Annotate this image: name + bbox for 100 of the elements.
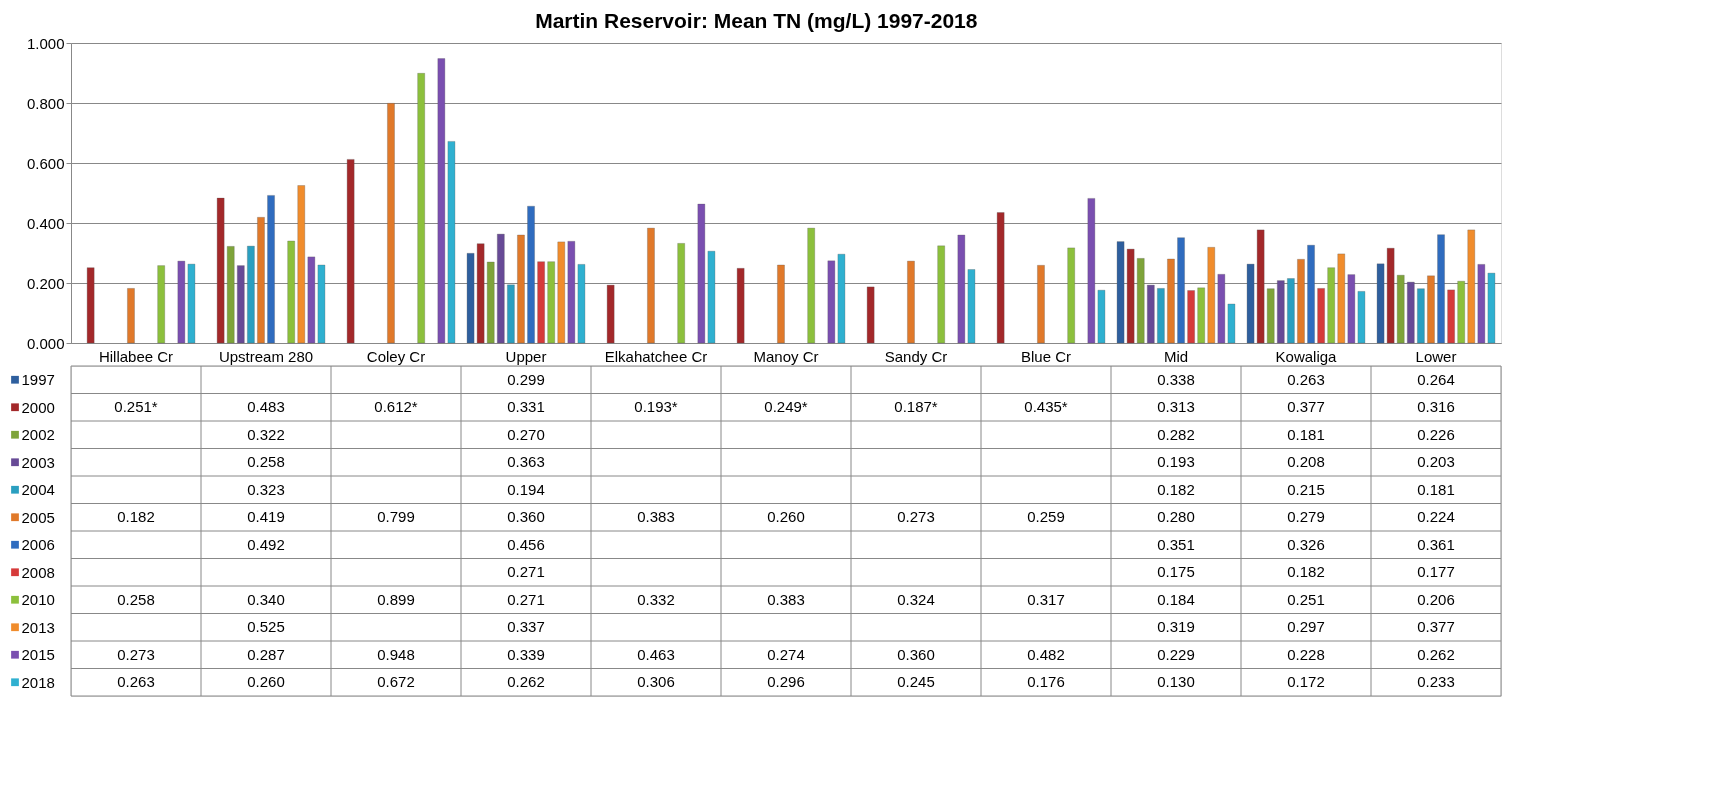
legend-label: 2005 (21, 508, 55, 526)
bar (1327, 267, 1335, 344)
data-label: 0.182 (1157, 480, 1195, 498)
bar (1307, 245, 1315, 344)
data-label: 0.260 (767, 508, 805, 526)
data-label: 0.175 (1157, 563, 1195, 581)
bar (227, 246, 235, 344)
bar (677, 243, 685, 344)
bar (487, 261, 495, 344)
data-label: 0.194 (507, 480, 545, 498)
data-label: 0.672 (377, 673, 415, 691)
data-label: 0.339 (507, 645, 545, 663)
data-label: 0.287 (247, 645, 285, 663)
data-label: 0.351 (1157, 535, 1195, 553)
data-label: 0.323 (247, 480, 285, 498)
bar (937, 245, 945, 344)
data-label: 0.193* (634, 398, 678, 416)
bar (1467, 229, 1475, 344)
bar (807, 227, 815, 344)
bar (1157, 288, 1165, 344)
data-label: 0.324 (897, 590, 935, 608)
bar (1297, 259, 1305, 344)
bar (557, 241, 565, 344)
data-label: 0.296 (767, 673, 805, 691)
x-tick-label: Lower (1415, 347, 1457, 365)
data-label: 0.273 (897, 508, 935, 526)
data-label: 0.273 (117, 645, 155, 663)
data-label: 0.326 (1287, 535, 1325, 553)
legend-label: 2000 (21, 398, 55, 416)
legend-label: 2006 (21, 536, 55, 554)
data-label: 0.262 (507, 673, 545, 691)
y-tick-label: 0.400 (26, 214, 65, 232)
data-label: 0.483 (247, 398, 285, 416)
bar (1417, 288, 1425, 344)
bar (387, 103, 395, 344)
bar (1427, 275, 1435, 344)
data-label: 0.799 (377, 508, 415, 526)
bar (157, 265, 165, 344)
bar (237, 265, 245, 344)
data-label: 0.316 (1417, 398, 1455, 416)
bar (1407, 281, 1415, 344)
data-label: 0.948 (377, 645, 415, 663)
data-label: 0.331 (507, 398, 545, 416)
legend-label: 2013 (21, 618, 55, 636)
bar (507, 284, 515, 344)
bar (1267, 288, 1275, 344)
data-label: 0.263 (1287, 370, 1325, 388)
data-label: 0.271 (507, 590, 545, 608)
data-label: 0.224 (1417, 508, 1455, 526)
data-label: 0.377 (1287, 398, 1325, 416)
bar (1177, 237, 1185, 344)
x-tick-label: Upper (505, 347, 547, 365)
data-label: 0.182 (117, 508, 155, 526)
bar (1067, 247, 1075, 344)
data-label: 0.612* (374, 398, 418, 416)
bar (736, 268, 745, 344)
data-label: 0.899 (377, 590, 415, 608)
bar (1337, 253, 1345, 344)
legend-label: 2015 (21, 646, 55, 664)
data-label: 0.176 (1027, 673, 1065, 691)
bar (1457, 281, 1465, 344)
bar (547, 261, 555, 344)
legend-label: 2004 (21, 481, 55, 499)
data-label: 0.377 (1417, 618, 1455, 636)
bar (1197, 287, 1205, 344)
data-label: 0.383 (637, 508, 675, 526)
bar (777, 264, 785, 344)
data-label: 0.245 (897, 673, 935, 691)
bar (497, 233, 505, 344)
y-tick-label: 0.000 (26, 334, 65, 352)
data-label: 0.492 (247, 535, 285, 553)
bar (1447, 289, 1455, 344)
data-label: 0.340 (247, 590, 285, 608)
x-tick-label: Kowaliga (1275, 347, 1338, 365)
data-label: 0.262 (1417, 645, 1455, 663)
bar (1137, 258, 1145, 344)
data-label: 0.279 (1287, 508, 1325, 526)
bar (527, 206, 535, 344)
data-label: 0.181 (1417, 480, 1455, 498)
bar (247, 245, 255, 344)
data-label: 0.299 (507, 370, 545, 388)
legend-label: 2002 (21, 426, 55, 444)
data-label: 0.271 (507, 563, 545, 581)
data-label: 0.228 (1287, 645, 1325, 663)
data-label: 0.482 (1027, 645, 1065, 663)
data-label: 0.264 (1417, 370, 1455, 388)
data-label: 0.181 (1287, 425, 1325, 443)
data-label: 0.435* (1024, 398, 1068, 416)
data-label: 0.177 (1417, 563, 1455, 581)
data-label: 0.270 (507, 425, 545, 443)
data-label: 0.361 (1417, 535, 1455, 553)
data-label: 0.274 (767, 645, 805, 663)
data-label: 0.280 (1157, 508, 1195, 526)
bar (267, 195, 275, 344)
y-tick-label: 0.200 (26, 274, 65, 292)
data-label: 0.322 (247, 425, 285, 443)
data-label: 0.130 (1157, 673, 1195, 691)
data-label: 0.193 (1157, 453, 1195, 471)
bar (417, 73, 425, 344)
bar (297, 185, 305, 344)
